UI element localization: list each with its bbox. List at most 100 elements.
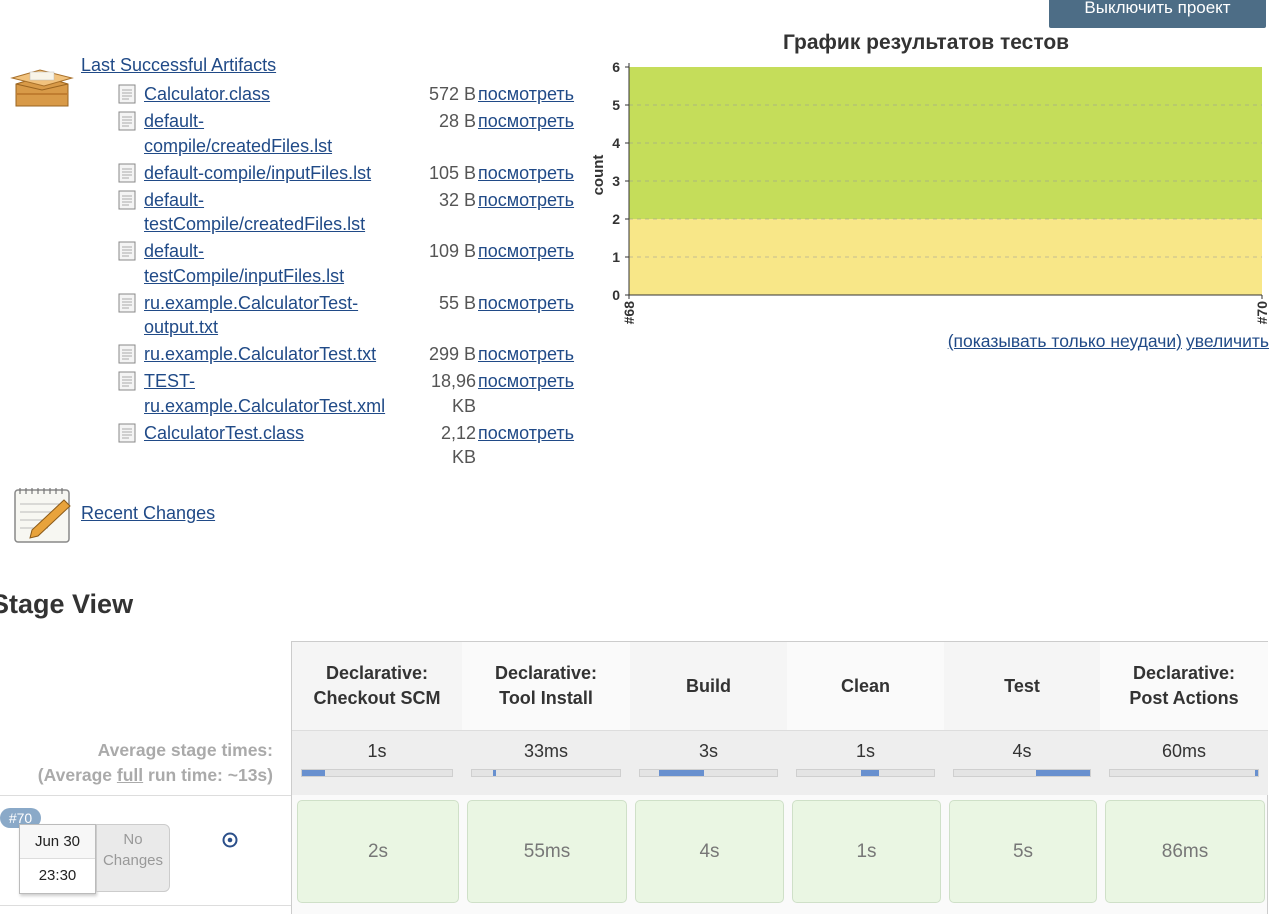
enlarge-link[interactable]: увеличить xyxy=(1185,331,1269,351)
artifact-file-size: 32 B xyxy=(438,189,476,210)
stage-result-cell[interactable]: 4s xyxy=(635,800,784,903)
stage-header: Test xyxy=(944,642,1100,730)
artifact-file-size: 18,96 KB xyxy=(430,371,476,416)
test-results-chart[interactable]: 0 1 2 3 4 5 6 #68 #70 count xyxy=(588,52,1278,332)
artifact-row: default-testCompile/createdFiles.lst 32 B… xyxy=(118,188,588,237)
stage-header: Build xyxy=(630,642,787,730)
chart-links: (показывать только неудачи) увеличить xyxy=(948,331,1269,352)
build-date: Jun 30 xyxy=(20,825,95,859)
artifact-file-link[interactable]: TEST-ru.example.CalculatorTest.xml xyxy=(144,371,386,416)
stage-table: Declarative: Checkout SCM 1s 2s Declarative:… xyxy=(291,641,1268,914)
y-axis-label: count xyxy=(590,155,607,196)
file-icon xyxy=(118,293,136,312)
artifact-row: ru.example.CalculatorTest-output.txt 55 B… xyxy=(118,291,588,340)
view-artifact-link[interactable]: посмотреть xyxy=(478,241,575,261)
y-tick-label: 0 xyxy=(612,287,620,303)
build-number-badge[interactable]: #70 xyxy=(0,808,41,828)
stage-result-cell[interactable]: 1s xyxy=(792,800,941,903)
artifact-file-size: 109 B xyxy=(428,241,476,261)
row-separator-bottom xyxy=(0,905,291,906)
artifact-file-link[interactable]: default-testCompile/inputFiles.lst xyxy=(144,241,345,286)
view-artifact-link[interactable]: посмотреть xyxy=(478,162,575,183)
stage-duration-bar xyxy=(471,769,621,777)
stage-header: Clean xyxy=(787,642,944,730)
last-successful-artifacts-link[interactable]: Last Successful Artifacts xyxy=(81,55,277,75)
stage-header: Declarative: Tool Install xyxy=(462,642,630,730)
average-stage-times-label: Average stage times: (Average full run t… xyxy=(37,740,273,785)
artifact-file-link[interactable]: CalculatorTest.class xyxy=(144,422,305,443)
stage-duration-bar xyxy=(796,769,935,777)
stage-view-title: Stage View xyxy=(0,589,134,619)
file-icon xyxy=(118,344,136,364)
view-artifact-link[interactable]: посмотреть xyxy=(478,292,575,313)
stage-duration-bar xyxy=(953,769,1091,777)
recent-changes-link[interactable]: Recent Changes xyxy=(81,503,216,523)
x-tick-label: #70 xyxy=(1254,301,1270,325)
chart-area-series-0 xyxy=(629,219,1262,295)
y-tick-label: 5 xyxy=(612,97,620,113)
view-artifact-link[interactable]: посмотреть xyxy=(478,189,575,210)
artifact-file-size: 105 B xyxy=(428,162,476,183)
view-artifact-link[interactable]: посмотреть xyxy=(478,344,575,364)
stage-result-cell[interactable]: 55ms xyxy=(467,800,627,903)
stage-header: Declarative: Post Actions xyxy=(1100,642,1268,730)
view-artifact-link[interactable]: посмотреть xyxy=(478,422,575,443)
y-tick-label: 1 xyxy=(612,249,620,265)
file-icon xyxy=(118,423,136,442)
stage-duration-bar xyxy=(1109,769,1259,777)
file-icon xyxy=(118,371,136,391)
info-circle-icon[interactable] xyxy=(222,832,238,848)
artifact-file-size: 2,12 KB xyxy=(440,422,476,468)
y-tick-label: 2 xyxy=(612,211,620,227)
view-artifact-link[interactable]: посмотреть xyxy=(478,84,575,104)
stage-average-time: 1s xyxy=(787,730,944,795)
artifact-file-size: 55 B xyxy=(438,292,476,313)
no-changes-box: No Changes xyxy=(96,824,170,892)
file-icon xyxy=(118,190,136,209)
view-artifact-link[interactable]: посмотреть xyxy=(478,111,575,131)
file-icon xyxy=(118,84,136,104)
stage-result-cell[interactable]: 86ms xyxy=(1105,800,1265,903)
file-icon xyxy=(118,111,136,131)
y-tick-label: 3 xyxy=(612,173,620,189)
view-artifact-link[interactable]: посмотреть xyxy=(478,371,575,391)
stage-header: Declarative: Checkout SCM xyxy=(292,642,462,730)
artifact-file-size: 299 B xyxy=(428,344,476,364)
artifact-file-link[interactable]: ru.example.CalculatorTest-output.txt xyxy=(144,292,359,338)
disable-project-button[interactable]: Выключить проект xyxy=(1049,0,1266,28)
stage-average-time: 60ms xyxy=(1100,730,1268,795)
stage-duration-bar xyxy=(301,769,453,777)
full-run-link[interactable]: full xyxy=(116,765,144,785)
artifact-file-link[interactable]: ru.example.CalculatorTest.txt xyxy=(144,344,377,364)
stage-result-cell[interactable]: 5s xyxy=(949,800,1097,903)
artifact-file-size: 28 B xyxy=(438,111,476,131)
x-tick-label: #68 xyxy=(621,301,637,325)
show-failures-only-link[interactable]: (показывать только неудачи) xyxy=(947,331,1182,351)
stage-average-time: 1s xyxy=(292,730,462,795)
artifact-row: CalculatorTest.class 2,12 KB посмотреть xyxy=(118,421,588,470)
y-tick-label: 4 xyxy=(612,135,620,151)
artifact-row: TEST-ru.example.CalculatorTest.xml 18,96 K… xyxy=(118,369,588,418)
artifact-file-link[interactable]: default-compile/createdFiles.lst xyxy=(144,111,333,156)
stage-average-time: 33ms xyxy=(462,730,630,795)
stage-result-cell[interactable]: 2s xyxy=(297,800,459,903)
artifact-file-size: 572 B xyxy=(428,84,476,104)
build-date-card: Jun 30 23:30 xyxy=(19,824,96,894)
package-icon xyxy=(10,69,74,107)
notepad-icon xyxy=(14,488,71,543)
artifact-file-link[interactable]: default-testCompile/createdFiles.lst xyxy=(144,189,366,235)
row-separator xyxy=(0,795,291,796)
stage-average-time: 4s xyxy=(944,730,1100,795)
artifact-file-link[interactable]: Calculator.class xyxy=(144,84,271,104)
stage-average-time: 3s xyxy=(630,730,787,795)
build-time: 23:30 xyxy=(38,867,77,884)
file-icon xyxy=(118,241,136,261)
artifact-file-link[interactable]: default-compile/inputFiles.lst xyxy=(144,162,372,183)
file-icon xyxy=(118,163,136,182)
